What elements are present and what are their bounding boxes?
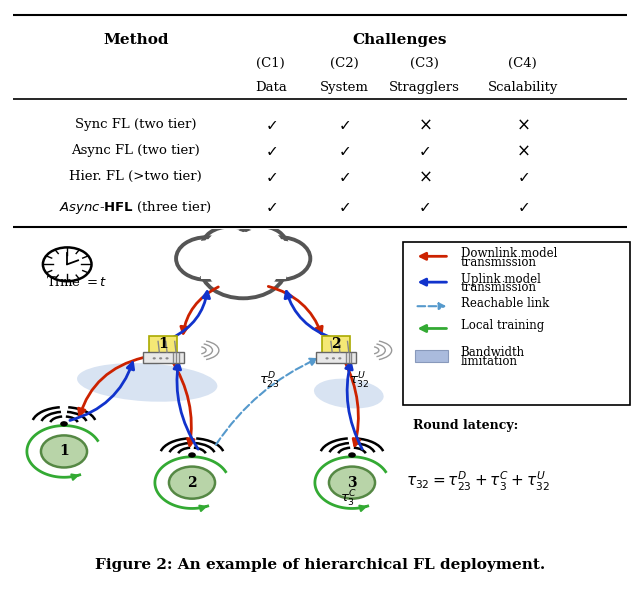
Text: Scalability: Scalability xyxy=(488,81,558,94)
Text: Bandwidth: Bandwidth xyxy=(461,346,525,359)
Text: 2: 2 xyxy=(187,476,197,489)
Text: $\tau_{32} = \tau_{23}^{D} + \tau_3^{C} + \tau_{32}^{U}$: $\tau_{32} = \tau_{23}^{D} + \tau_3^{C} … xyxy=(406,469,550,492)
Text: $\checkmark$: $\checkmark$ xyxy=(419,200,431,214)
Text: Data: Data xyxy=(255,81,287,94)
Text: Async FL (two tier): Async FL (two tier) xyxy=(71,144,200,157)
Ellipse shape xyxy=(77,363,218,402)
Text: $\times$: $\times$ xyxy=(516,142,529,159)
Text: (C2): (C2) xyxy=(330,58,359,71)
Text: Round latency:: Round latency: xyxy=(413,419,518,432)
Circle shape xyxy=(207,244,279,294)
Text: Local training: Local training xyxy=(461,319,544,332)
Bar xyxy=(415,350,448,362)
Text: Time $= t$: Time $= t$ xyxy=(46,274,108,289)
Circle shape xyxy=(159,357,163,359)
Text: $\checkmark$: $\checkmark$ xyxy=(265,170,277,184)
Text: Downlink model: Downlink model xyxy=(461,247,557,260)
Text: Hier. FL (>two tier): Hier. FL (>two tier) xyxy=(69,170,202,183)
Text: Stragglers: Stragglers xyxy=(389,81,460,94)
Bar xyxy=(403,242,630,405)
Circle shape xyxy=(180,241,233,277)
Text: $\tau_{23}^{D}$: $\tau_{23}^{D}$ xyxy=(259,371,280,391)
Text: $\tau_{3}^{C}$: $\tau_{3}^{C}$ xyxy=(340,489,358,509)
Text: transmission: transmission xyxy=(461,255,537,268)
Circle shape xyxy=(152,357,156,359)
Text: 2: 2 xyxy=(331,337,341,351)
Text: 3: 3 xyxy=(347,476,357,489)
Text: $\checkmark$: $\checkmark$ xyxy=(339,118,351,132)
Bar xyxy=(201,263,285,279)
Text: $\checkmark$: $\checkmark$ xyxy=(339,144,351,157)
Circle shape xyxy=(169,467,215,499)
Text: (C1): (C1) xyxy=(257,58,285,71)
Text: $\checkmark$: $\checkmark$ xyxy=(265,200,277,214)
Text: Method: Method xyxy=(103,33,168,47)
Text: $\checkmark$: $\checkmark$ xyxy=(339,170,351,184)
Text: Reachable link: Reachable link xyxy=(461,296,549,309)
Text: limitation: limitation xyxy=(461,355,518,368)
Circle shape xyxy=(329,467,375,499)
Text: Sync FL (two tier): Sync FL (two tier) xyxy=(75,118,196,131)
Circle shape xyxy=(326,357,329,359)
Text: (C3): (C3) xyxy=(410,58,439,71)
Bar xyxy=(143,352,184,363)
Text: transmission: transmission xyxy=(461,282,537,295)
Bar xyxy=(403,413,630,523)
Circle shape xyxy=(176,237,237,280)
Circle shape xyxy=(41,435,87,467)
Circle shape xyxy=(188,453,196,457)
FancyBboxPatch shape xyxy=(149,336,177,353)
Text: Challenges: Challenges xyxy=(353,33,447,47)
Circle shape xyxy=(232,226,287,264)
Bar xyxy=(316,352,356,363)
Text: $\checkmark$: $\checkmark$ xyxy=(516,200,529,214)
Circle shape xyxy=(206,229,254,263)
Circle shape xyxy=(338,357,342,359)
Circle shape xyxy=(165,357,169,359)
Circle shape xyxy=(249,237,310,280)
Ellipse shape xyxy=(314,378,383,409)
Circle shape xyxy=(237,229,283,261)
Text: $\checkmark$: $\checkmark$ xyxy=(419,144,431,157)
Text: $\times$: $\times$ xyxy=(418,168,431,185)
Circle shape xyxy=(43,247,92,282)
Text: Figure 2: An example of hierarchical FL deployment.: Figure 2: An example of hierarchical FL … xyxy=(95,558,545,571)
Text: $\times$: $\times$ xyxy=(516,116,529,133)
Text: 1: 1 xyxy=(59,444,69,459)
Circle shape xyxy=(60,421,68,426)
Text: $\checkmark$: $\checkmark$ xyxy=(516,170,529,184)
Text: $\checkmark$: $\checkmark$ xyxy=(265,144,277,157)
Text: 1: 1 xyxy=(158,337,168,351)
Text: $\tau_{32}^{U}$: $\tau_{32}^{U}$ xyxy=(349,371,369,391)
Text: System: System xyxy=(320,81,369,94)
Text: $\checkmark$: $\checkmark$ xyxy=(339,200,351,214)
Circle shape xyxy=(202,226,259,266)
Text: $\mathit{Async}$-$\mathbf{HFL}$ (three tier): $\mathit{Async}$-$\mathbf{HFL}$ (three t… xyxy=(60,198,212,216)
FancyBboxPatch shape xyxy=(322,336,350,353)
Text: $\checkmark$: $\checkmark$ xyxy=(265,118,277,132)
Circle shape xyxy=(348,453,356,457)
Circle shape xyxy=(332,357,335,359)
Text: $\times$: $\times$ xyxy=(418,116,431,133)
Circle shape xyxy=(201,239,285,298)
Text: Uplink model: Uplink model xyxy=(461,273,541,286)
Circle shape xyxy=(253,241,306,277)
Text: (C4): (C4) xyxy=(508,58,537,71)
